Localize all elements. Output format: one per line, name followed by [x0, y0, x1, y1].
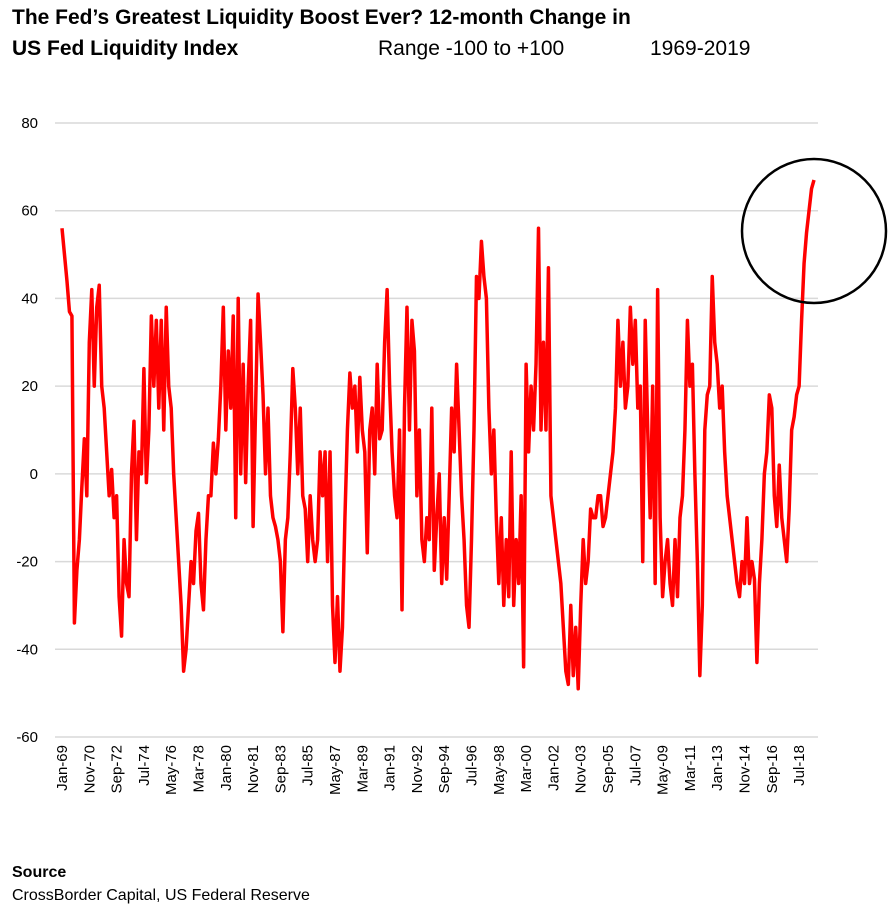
- x-tick-label: Jan-91: [382, 745, 399, 791]
- x-tick-label: Mar-78: [191, 745, 208, 793]
- y-tick-label: 80: [21, 115, 38, 132]
- grid: 80 60 40 20 0 -20 -40 -60 Jan-69 Nov-70 Sep-72 Jul-…: [16, 115, 818, 795]
- x-tick-label: Nov-81: [245, 745, 262, 793]
- x-tick-label: Nov-03: [573, 745, 590, 793]
- x-tick-label: Sep-05: [600, 745, 617, 793]
- chart-title: The Fed’s Greatest Liquidity Boost Ever?…: [12, 6, 631, 29]
- x-tick-label: Jan-80: [218, 745, 235, 791]
- x-tick-label: Jul-96: [464, 745, 481, 786]
- x-tick-label: Sep-72: [109, 745, 126, 793]
- x-tick-label: Mar-89: [354, 745, 371, 793]
- x-tick-label: Jul-85: [300, 745, 317, 786]
- y-tick-label: 60: [21, 203, 38, 220]
- annotation: 1969-2019: [650, 37, 750, 60]
- source: CrossBorder Capital, US Federal Reserve: [12, 887, 310, 904]
- y-tick-label: -20: [16, 554, 38, 571]
- x-tick-label: May-76: [163, 745, 180, 795]
- source-label: Source: [12, 864, 66, 881]
- x-tick-label: Jul-74: [136, 745, 153, 786]
- x-tick-label: Mar-00: [518, 745, 535, 793]
- x-tick-label: May-87: [327, 745, 344, 795]
- x-tick-label: Sep-83: [272, 745, 289, 793]
- x-tick-label: Jul-18: [791, 745, 808, 786]
- chart-subtitle: US Fed Liquidity Index: [12, 37, 239, 60]
- x-tick-label: Jan-13: [709, 745, 726, 791]
- x-tick-label: Mar-11: [682, 745, 699, 791]
- x-tick-label: Sep-16: [764, 745, 781, 793]
- x-tick-label: Jan-02: [545, 745, 562, 791]
- x-tick-label: May-09: [655, 745, 672, 795]
- y-tick-label: 0: [30, 466, 38, 483]
- x-tick-label: Jan-69: [54, 745, 71, 791]
- y-tick-label: 20: [21, 378, 38, 395]
- data-line: [60, 179, 816, 691]
- x-tick-label: Sep-94: [436, 745, 453, 793]
- x-tick-label: Jul-07: [627, 745, 644, 786]
- y-tick-label: 40: [21, 290, 38, 307]
- y-tick-label: -40: [16, 641, 38, 658]
- x-tick-label: Nov-14: [737, 745, 754, 793]
- highlight-circle: [740, 157, 888, 305]
- x-tick-label: May-98: [491, 745, 508, 795]
- y-tick-label: -60: [16, 729, 38, 746]
- x-tick-label: Nov-70: [81, 745, 98, 793]
- x-tick-label: Nov-92: [409, 745, 426, 793]
- annotation: Range -100 to +100: [378, 37, 564, 60]
- plot: [60, 179, 816, 691]
